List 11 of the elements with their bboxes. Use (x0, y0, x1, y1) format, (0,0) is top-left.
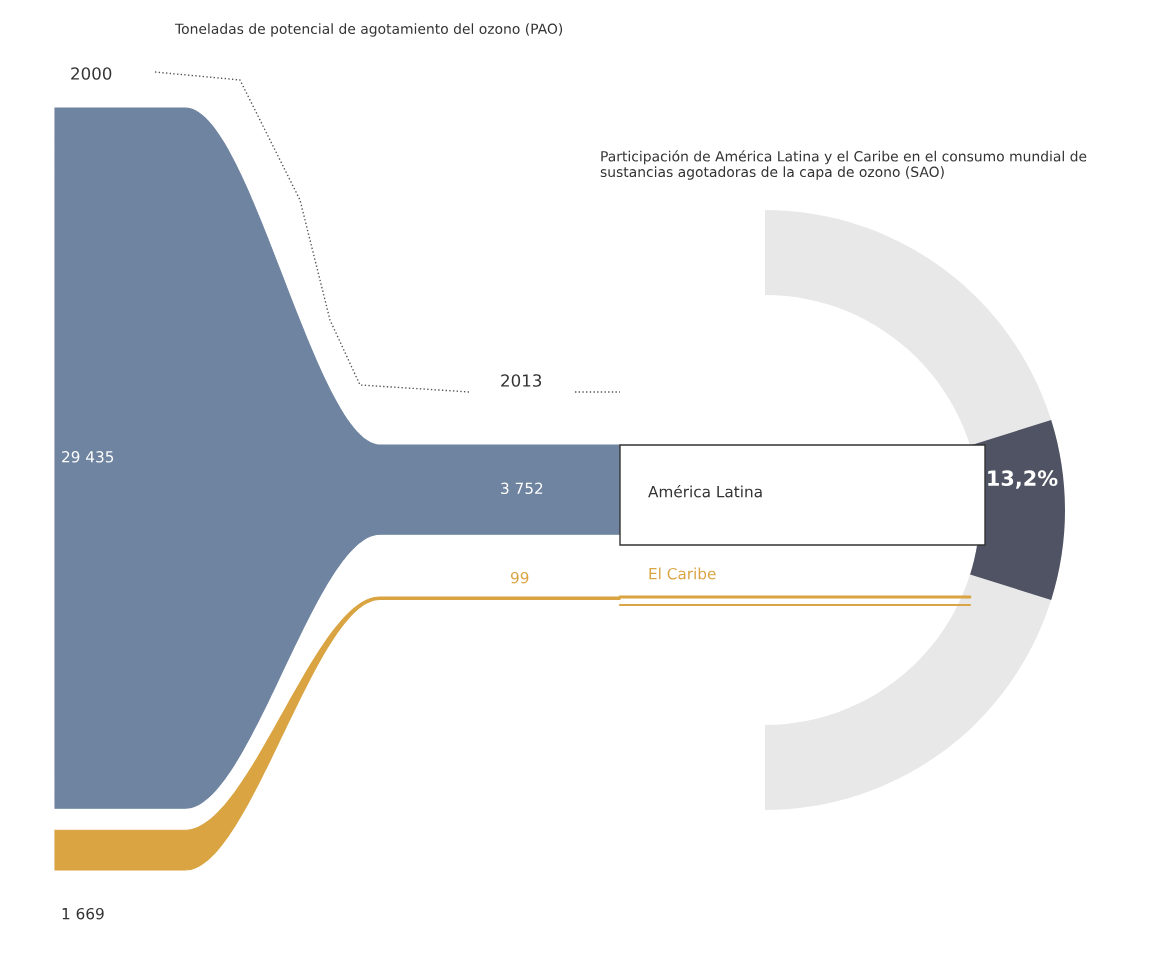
series-label: 2000 (71, 67, 112, 80)
category-label: El Caribe (649, 567, 716, 580)
data-label: 99 (510, 571, 529, 584)
data-label: 29 435 (62, 451, 114, 463)
text: Participación de América Latina y el Caribe en el consumo mundial de sustancias agotadoras de la capa de ozono (SAO) (600, 150, 1087, 180)
legend-label: 2013 (501, 374, 542, 387)
text: Toneladas de potencial de agotamiento del ozono (PAO) (174, 23, 563, 37)
data-label: 3 752 (501, 482, 543, 495)
category-label: América Latina (648, 485, 762, 498)
text: 13,2% (988, 470, 1058, 489)
data-label: 1 669 (62, 907, 104, 920)
